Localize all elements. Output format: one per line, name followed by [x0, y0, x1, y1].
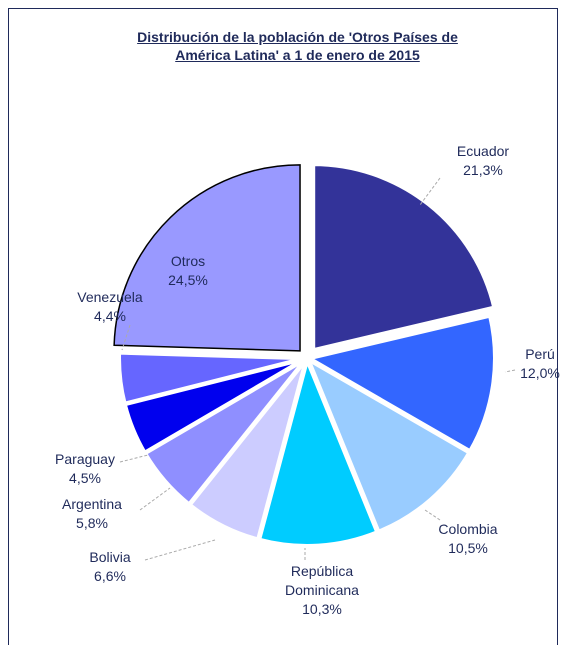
slice-label: Paraguay 4,5% [35, 450, 135, 488]
category-label: Paraguay [55, 451, 115, 467]
category-label: Bolivia [89, 549, 131, 565]
value-label: 12,0% [520, 365, 560, 381]
value-label: 10,5% [448, 540, 488, 556]
category-label: República Dominicana [285, 563, 359, 598]
value-label: 6,6% [94, 568, 126, 584]
leader-line [121, 324, 131, 351]
value-label: 24,5% [168, 272, 208, 288]
pie-slice [117, 350, 306, 407]
leader-line [419, 177, 441, 206]
value-label: 4,4% [94, 308, 126, 324]
category-label: Argentina [62, 496, 122, 512]
value-label: 21,3% [463, 162, 503, 178]
leader-line [139, 487, 171, 511]
category-label: Venezuela [77, 289, 143, 305]
slice-label: Argentina 5,8% [42, 495, 142, 533]
category-label: Otros [170, 253, 206, 269]
slice-label: Ecuador 21,3% [413, 142, 553, 180]
slice-label: Otros 24,5% [138, 252, 238, 290]
frame [8, 8, 558, 645]
category-label: Ecuador [456, 143, 510, 159]
pie-slice [303, 313, 497, 455]
pie-slice [311, 162, 497, 353]
value-label: 5,8% [76, 515, 108, 531]
slice-label: Perú 12,0% [490, 345, 568, 383]
pie-slice [304, 354, 473, 535]
category-label: Perú [525, 346, 555, 362]
leader-line [424, 509, 441, 521]
slice-label: Colombia 10,5% [408, 520, 528, 558]
slice-label: Bolivia 6,6% [60, 548, 160, 586]
slice-label: Venezuela 4,4% [55, 288, 165, 326]
slice-label: República Dominicana 10,3% [267, 562, 377, 619]
category-label: Colombia [438, 521, 498, 537]
pie-slice [256, 353, 380, 548]
chart-title: Distribución de la población de 'Otros P… [137, 29, 458, 63]
leader-line [144, 539, 216, 561]
value-label: 10,3% [302, 601, 342, 617]
pie-slice [113, 164, 301, 352]
leader-line [504, 369, 516, 373]
value-label: 4,5% [69, 470, 101, 486]
